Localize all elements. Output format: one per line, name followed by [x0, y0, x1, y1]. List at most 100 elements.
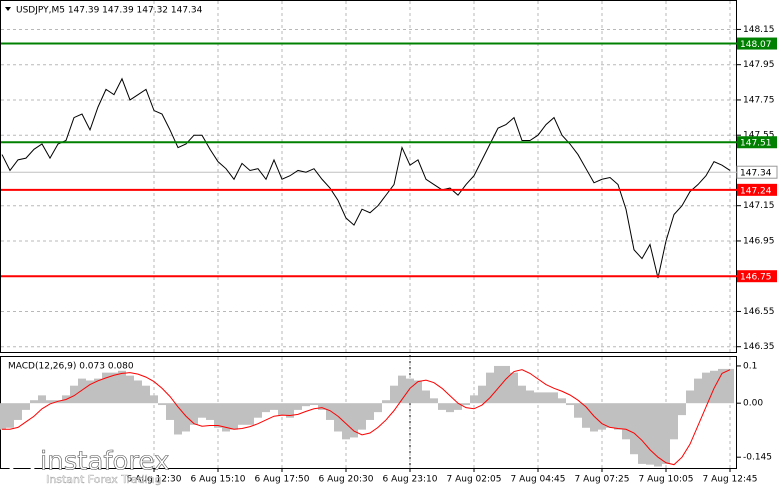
macd-title: MACD(12,26,9) 0.073 0.080: [8, 362, 134, 372]
histogram-bar: [222, 403, 230, 432]
histogram-bar: [558, 398, 566, 404]
current-price-label: 147.34: [740, 169, 772, 179]
chart-title: USDJPY,M5 147.39 147.39 147.32 147.34: [16, 6, 203, 16]
histogram-bar: [278, 403, 286, 416]
y-tick-label: 147.15: [743, 201, 775, 211]
histogram-bar: [14, 403, 22, 420]
histogram-bar: [614, 403, 622, 430]
histogram-bar: [670, 403, 678, 440]
histogram-bar: [206, 403, 214, 420]
histogram-bar: [398, 375, 406, 404]
level-label: 146.75: [740, 273, 772, 283]
level-label: 147.51: [740, 139, 772, 149]
histogram-bar: [238, 403, 246, 425]
histogram-bar: [110, 372, 118, 404]
histogram-bar: [390, 385, 398, 404]
histogram-bar: [622, 403, 630, 440]
histogram-bar: [662, 403, 670, 464]
x-tick-label: 6 Aug 15:10: [191, 475, 246, 485]
histogram-bar: [630, 403, 638, 455]
x-tick-label: 7 Aug 07:25: [575, 475, 630, 485]
y-tick-label: 146.55: [743, 307, 775, 317]
histogram-bar: [654, 403, 662, 467]
histogram-bar: [694, 378, 702, 404]
histogram-bar: [230, 403, 238, 430]
histogram-bar: [334, 403, 342, 432]
current-price-box: [736, 165, 778, 179]
x-tick-label: 6 Aug 20:30: [319, 475, 374, 485]
histogram-bar: [542, 392, 550, 404]
histogram-bar: [134, 380, 142, 404]
histogram-bar: [358, 403, 366, 430]
level-label-box: [737, 270, 777, 283]
histogram-bar: [142, 385, 150, 404]
histogram-bar: [38, 395, 46, 404]
histogram-bar: [78, 378, 86, 404]
histogram-bar: [302, 403, 310, 407]
watermark: instaforex Instant Forex Trading: [7, 446, 170, 486]
histogram-bar: [502, 365, 510, 404]
histogram-bar: [710, 370, 718, 404]
histogram-bar: [446, 403, 454, 413]
histogram-bar: [150, 395, 158, 404]
menu-icon: [5, 7, 11, 11]
level-label-box: [737, 183, 777, 196]
histogram-bar: [350, 403, 358, 438]
histogram-bar: [190, 403, 198, 425]
histogram-bar: [326, 403, 334, 420]
histogram-bar: [310, 403, 318, 406]
histogram-bar: [0, 403, 6, 430]
histogram-bar: [566, 403, 574, 406]
histogram-bar: [366, 403, 374, 420]
histogram-bar: [262, 403, 270, 413]
histogram-bar: [454, 403, 462, 410]
histogram-bar: [318, 403, 326, 410]
x-tick-label: 6 Aug 12:30: [127, 475, 182, 485]
histogram-bar: [438, 403, 446, 410]
y-tick-label: -0.145: [743, 453, 772, 463]
histogram-bar: [550, 392, 558, 404]
histogram-bar: [6, 403, 14, 428]
histogram-bar: [286, 403, 294, 418]
histogram-bar: [166, 403, 174, 420]
y-tick-label: 147.95: [743, 60, 775, 70]
signal-line: [2, 369, 731, 466]
watermark-brand: instaforex: [40, 447, 169, 477]
x-tick-label: 7 Aug 12:45: [703, 475, 758, 485]
histogram-bar: [598, 403, 606, 430]
price-panel: [0, 0, 737, 353]
histogram-bar: [678, 403, 686, 416]
histogram-bar: [118, 370, 126, 404]
y-tick-label: 0.1: [743, 361, 757, 371]
x-tick-label: 6 Aug 23:10: [383, 475, 438, 485]
histogram-bar: [462, 403, 470, 406]
histogram-bar: [30, 400, 38, 404]
x-tick-label: 7 Aug 04:45: [511, 475, 566, 485]
histogram-bar: [702, 372, 710, 404]
histogram-bar: [510, 372, 518, 404]
histogram-bar: [422, 390, 430, 404]
histogram-bar: [70, 385, 78, 404]
level-label-box: [737, 37, 777, 50]
y-tick-label: 0.00: [743, 399, 763, 409]
price-line: [1, 77, 731, 279]
level-label-box: [737, 136, 777, 149]
histogram-bar: [342, 403, 350, 440]
histogram-bar: [590, 403, 598, 432]
histogram-bar: [718, 368, 726, 404]
histogram-bar: [686, 390, 694, 404]
histogram-bar: [182, 403, 190, 432]
histogram-bar: [270, 403, 278, 410]
histogram-bar: [574, 403, 582, 418]
x-tick-label: 7 Aug 02:05: [447, 475, 502, 485]
histogram-bar: [638, 403, 646, 464]
watermark-tagline: Instant Forex Trading: [46, 473, 162, 486]
y-tick-label: 147.55: [743, 131, 775, 141]
histogram-bar: [214, 403, 222, 428]
histogram-bar: [726, 368, 734, 404]
histogram-bar: [406, 378, 414, 404]
histogram-bar: [46, 400, 54, 404]
histogram-bar: [470, 395, 478, 404]
histogram-bar: [526, 390, 534, 404]
